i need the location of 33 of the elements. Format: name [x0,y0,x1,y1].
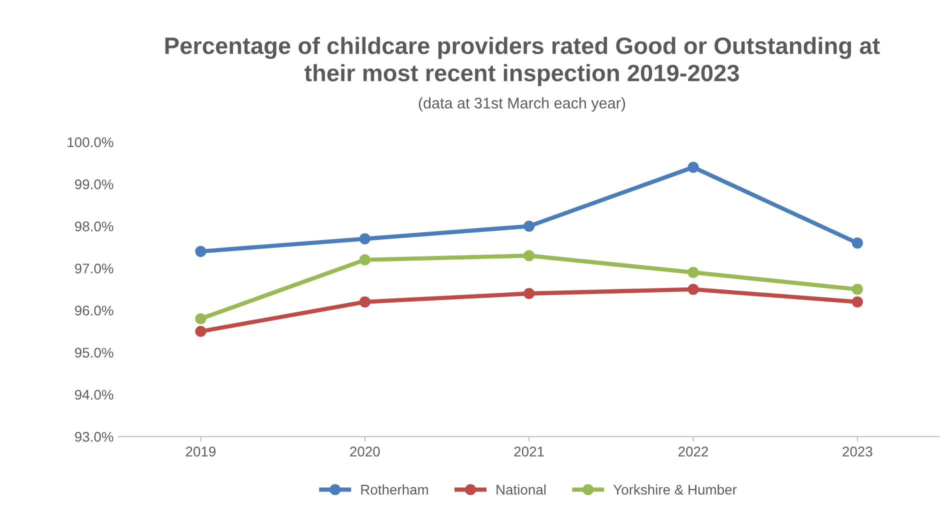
point [195,326,206,337]
y-tick-label: 99.0% [75,179,114,190]
x-tick-label: 2021 [514,446,544,457]
point [195,313,206,324]
point [524,288,535,300]
x-tick-label: 2022 [678,446,708,457]
point [852,237,863,249]
point [852,296,863,308]
chart-title: Percentage of childcare providers rated Good or Outstanding at their most recent inspection 2019-2023 [165,36,880,86]
point [524,220,535,232]
y-tick-label: 94.0% [75,390,114,400]
point [688,266,699,278]
legend-label: Yorkshire & Humber [613,484,737,495]
point [524,250,535,262]
point [688,162,699,173]
point [688,284,699,295]
point [195,246,206,257]
y-tick-label: 97.0% [75,264,114,274]
y-tick-label: 96.0% [75,306,114,316]
chart-subtitle: (data at 31st March each year) [418,97,626,112]
point [359,233,370,244]
point [852,284,863,295]
y-tick-label: 95.0% [75,348,114,358]
x-tick-label: 2019 [186,446,216,457]
y-tick-label: 100.0% [68,137,114,148]
y-tick-label: 93.0% [75,432,114,442]
legend-label: Rotherham [361,484,428,495]
y-tick-label: 98.0% [75,222,114,232]
point [359,296,370,308]
legend-label: National [496,484,546,495]
x-tick-label: 2020 [350,446,380,457]
x-tick-label: 2023 [842,446,872,457]
point [359,254,370,266]
